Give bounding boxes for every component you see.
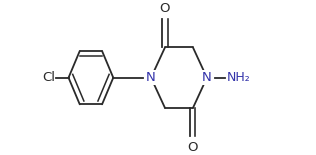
- Text: O: O: [188, 141, 198, 154]
- Text: Cl: Cl: [42, 71, 55, 84]
- Text: NH₂: NH₂: [227, 71, 250, 84]
- Text: N: N: [146, 71, 156, 84]
- Text: O: O: [160, 2, 170, 15]
- Text: N: N: [202, 71, 212, 84]
